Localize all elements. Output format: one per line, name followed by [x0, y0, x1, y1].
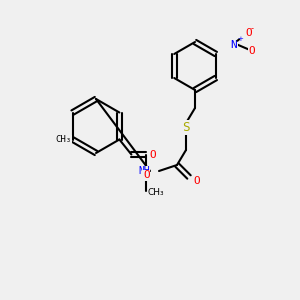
- Text: O: O: [245, 28, 252, 38]
- Text: CH₃: CH₃: [148, 188, 164, 197]
- Text: CH₃: CH₃: [56, 135, 72, 144]
- Text: -: -: [250, 25, 253, 34]
- Text: NH: NH: [138, 166, 150, 176]
- Text: O: O: [143, 170, 150, 181]
- Text: S: S: [182, 121, 190, 134]
- Text: N: N: [230, 40, 237, 50]
- Text: O: O: [149, 149, 156, 160]
- Text: +: +: [237, 35, 243, 41]
- Text: O: O: [193, 176, 200, 187]
- Text: O: O: [248, 46, 255, 56]
